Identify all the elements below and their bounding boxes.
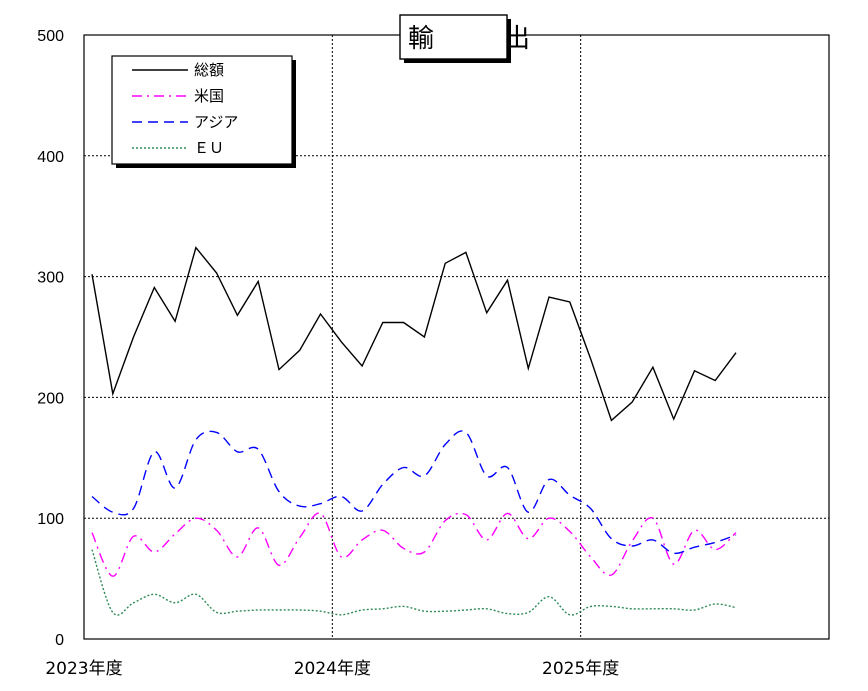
series-line-0 [91, 246, 737, 422]
y-tick-label: 0 [55, 632, 64, 649]
y-tick-label: 500 [37, 28, 64, 45]
legend-label: アジア [194, 113, 238, 131]
chart-title-box: 輸 出 [399, 14, 552, 63]
series-line-2 [91, 430, 737, 555]
series-line-1 [91, 512, 737, 577]
legend-label: 総額 [194, 61, 224, 79]
chart-title: 輸 出 [408, 24, 552, 54]
y-tick-label: 200 [37, 390, 64, 407]
y-tick-label: 300 [37, 270, 64, 287]
x-tick-label: 2024年度 [294, 659, 371, 679]
y-axis-ticks: 0 100 200 300 400 500 [37, 28, 64, 649]
x-axis-ticks: 2023年度 2024年度 2025年度 [45, 659, 619, 679]
legend-label: 米国 [194, 87, 224, 105]
x-tick-label: 2023年度 [45, 659, 122, 679]
series-line-3 [91, 549, 737, 616]
y-tick-label: 100 [37, 511, 64, 528]
x-tick-label: 2025年度 [542, 659, 619, 679]
series-layer [91, 246, 737, 616]
legend-label: ＥＵ [194, 139, 224, 157]
y-tick-label: 400 [37, 149, 64, 166]
